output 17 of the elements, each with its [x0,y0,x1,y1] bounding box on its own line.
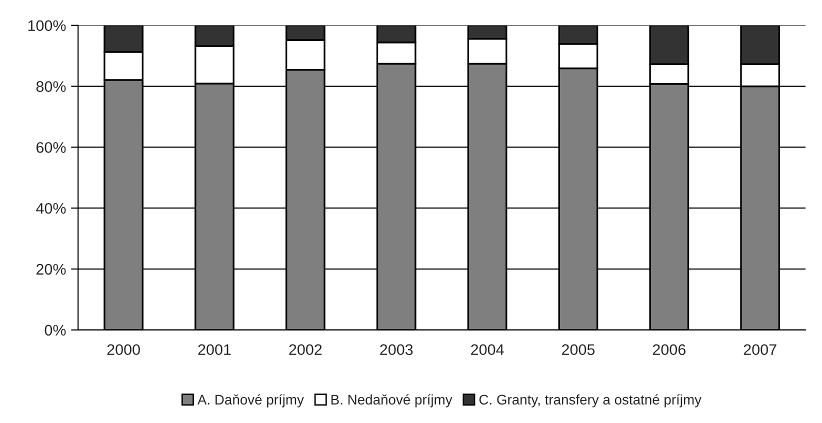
x-tick-label: 2007 [744,344,776,356]
x-tick-label: 2000 [107,344,140,356]
x-tick-label: 2002 [289,344,322,356]
y-tick-label: 0% [44,324,66,336]
x-tick-label: 2005 [562,344,595,356]
x-tick-label: 2001 [198,344,231,356]
x-tick-label: 2006 [652,344,686,356]
y-tick-label: 20% [36,264,66,275]
y-tick-label: 80% [36,81,66,92]
legend-label: B. Nedaňové príjmy [331,394,452,408]
y-tick-label: 40% [36,202,66,214]
y-tick-label: 100% [28,20,66,32]
legend-label: A. Daňové príjmy [197,394,304,408]
x-tick-label: 2004 [471,344,504,356]
x-tick-label: 2003 [380,344,413,356]
y-tick-label: 60% [36,142,66,153]
legend-label: C. Granty, transfery a ostatné príjmy [479,394,702,408]
